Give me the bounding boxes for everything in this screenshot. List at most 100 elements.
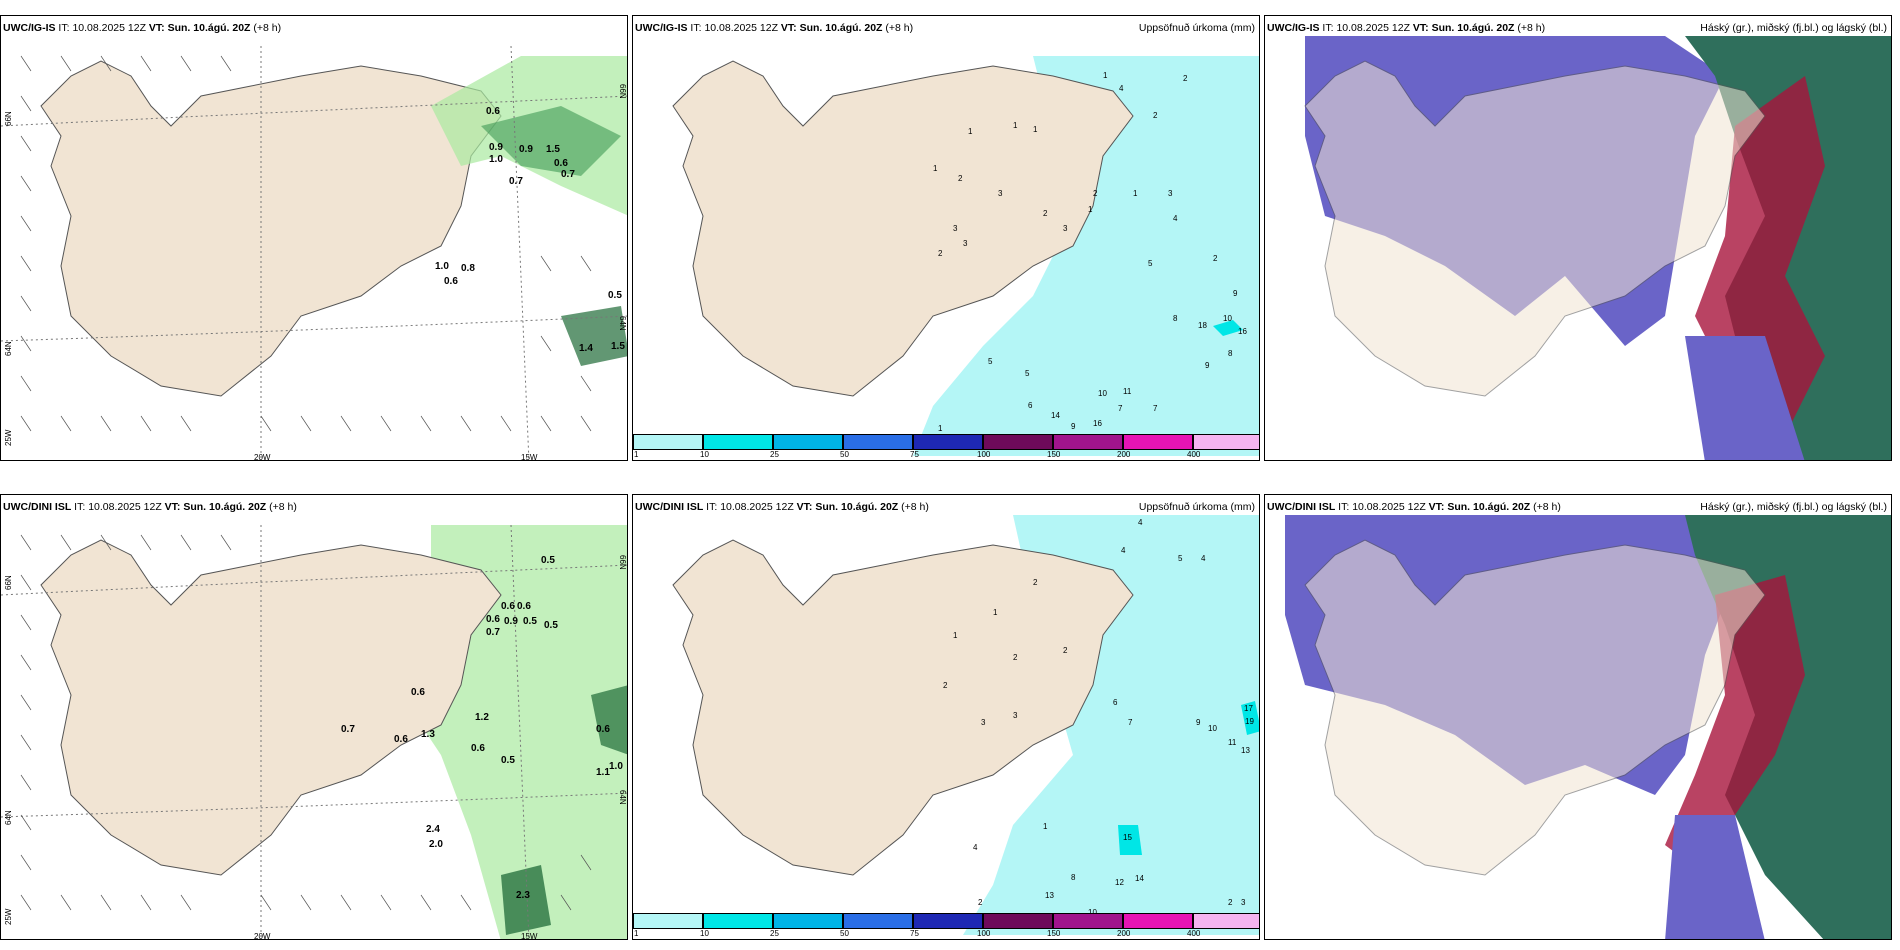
colorbar-cell — [773, 434, 843, 450]
wind-value: 0.8 — [461, 263, 475, 274]
precip-map: 4 4 5 4 2 1 1 2 2 3 3 2 6 7 9 10 11 17 1… — [672, 515, 1259, 935]
it-label: IT: — [1322, 22, 1334, 34]
colorbar-cell — [983, 434, 1053, 450]
precip-value: 4 — [1173, 214, 1178, 223]
lat-label: 66N — [4, 111, 13, 126]
low-cloud-2 — [1665, 815, 1765, 939]
colorbar-cell — [843, 913, 913, 929]
precip-value: 1 — [1033, 125, 1038, 134]
wind-value: 0.6 — [394, 734, 408, 745]
panel-title: Uppsöfnuð úrkoma (mm) — [1138, 22, 1255, 34]
iceland-land — [672, 60, 1134, 397]
it-value: 10.08.2025 12Z — [72, 22, 146, 34]
wind-value: 1.0 — [489, 154, 503, 165]
precip-value: 1 — [938, 424, 943, 433]
iceland-land — [1304, 539, 1766, 876]
panel-header: UWC/DINI ISL IT: 10.08.2025 12Z VT: Sun.… — [3, 501, 297, 513]
wind-value: 0.6 — [554, 158, 568, 169]
wind-value: 0.6 — [486, 614, 500, 625]
precip-value: 4 — [1201, 554, 1206, 563]
precip-value: 2 — [1013, 653, 1018, 662]
colorbar-cell — [1053, 434, 1123, 450]
lead-time: (+8 h) — [1533, 501, 1561, 513]
wind-value: 0.5 — [544, 620, 558, 631]
precip-value: 1 — [993, 608, 998, 617]
cloud-map — [1265, 515, 1891, 939]
vt-label: VT: — [780, 22, 797, 34]
precip-value: 4 — [1138, 518, 1143, 527]
wind-value: 0.6 — [501, 601, 515, 612]
colorbar-label: 1 — [634, 450, 639, 459]
wind-value: 0.7 — [486, 627, 500, 638]
panel-header: UWC/IG-IS IT: 10.08.2025 12Z VT: Sun. 10… — [1267, 22, 1545, 34]
wind-value: 1.1 — [596, 767, 610, 778]
precip-mid — [1241, 701, 1259, 735]
precip-value: 1 — [1088, 205, 1093, 214]
precip-value: 16 — [1238, 327, 1247, 336]
model-name: UWC/IG-IS — [1267, 22, 1320, 34]
precip-value: 2 — [1228, 898, 1233, 907]
precip-value: 15 — [1123, 833, 1132, 842]
wind-values: 0.6 0.9 1.0 0.9 1.5 0.6 0.7 0.7 0.8 1.0 … — [435, 106, 625, 354]
vt-value: Sun. 10.ágú. 20Z — [799, 22, 883, 34]
wind-shading-3 — [561, 306, 627, 366]
precip-value: 2 — [978, 898, 983, 907]
lat-label: 25W — [4, 429, 13, 446]
lat-label-right: 64N — [618, 790, 627, 805]
wind-value: 0.7 — [341, 724, 355, 735]
iceland-land — [40, 60, 502, 397]
it-label: IT: — [74, 501, 86, 513]
precip-mid — [1213, 320, 1243, 336]
precip-value: 5 — [1178, 554, 1183, 563]
colorbar-cell — [913, 913, 983, 929]
precip-value: 10 — [1098, 389, 1107, 398]
precip-value: 10 — [1088, 908, 1097, 917]
lat-label-right: 64N — [618, 316, 627, 331]
wind-value: 2.0 — [429, 839, 443, 850]
model-name: UWC/IG-IS — [635, 22, 688, 34]
precip-value: 4 — [973, 843, 978, 852]
it-label: IT: — [690, 22, 702, 34]
precip-value: 13 — [1241, 746, 1250, 755]
precip-value: 17 — [1244, 704, 1253, 713]
lat-label-right: 66N — [618, 555, 627, 570]
vt-value: Sun. 10.ágú. 20Z — [1447, 501, 1531, 513]
lead-time: (+8 h) — [901, 501, 929, 513]
precip-value: 2 — [938, 249, 943, 258]
precip-value: 3 — [963, 239, 968, 248]
wind-value: 1.0 — [435, 261, 449, 272]
wind-value: 0.6 — [596, 724, 610, 735]
colorbar-cell — [1123, 434, 1193, 450]
colorbar-label: 50 — [840, 450, 849, 459]
lead-time: (+8 h) — [253, 22, 282, 34]
lon-label: 15W — [521, 453, 538, 461]
precip-value: 3 — [981, 718, 986, 727]
precip-value: 2 — [1183, 74, 1188, 83]
lead-time: (+8 h) — [269, 501, 297, 513]
colorbar-label: 100 — [977, 929, 991, 938]
it-value: 10.08.2025 12Z — [88, 501, 162, 513]
wind-value: 0.5 — [523, 616, 537, 627]
precip-value: 14 — [1051, 411, 1060, 420]
wind-shading-3 — [591, 685, 627, 755]
lat-label: 66N — [4, 575, 13, 590]
precip-values: 4 4 5 4 2 1 1 2 2 3 3 2 6 7 9 10 11 17 1… — [943, 518, 1254, 917]
precip-value: 6 — [1028, 401, 1033, 410]
iceland-land — [672, 539, 1134, 876]
colorbar-cell — [913, 434, 983, 450]
colorbar-label: 100 — [977, 450, 991, 459]
colorbar: 1 10 25 50 75 100 150 200 400 — [633, 911, 1259, 939]
precip-value: 2 — [1063, 646, 1068, 655]
mid-cloud — [1665, 575, 1805, 875]
colorbar-label: 25 — [770, 450, 779, 459]
lon-label: 15W — [521, 932, 538, 940]
panel-title: Háský (gr.), miðský (fj.bl.) og lágský (… — [1700, 501, 1887, 513]
precip-value: 9 — [1196, 718, 1201, 727]
it-label: IT: — [58, 22, 70, 34]
colorbar-label: 10 — [700, 929, 709, 938]
panel-top-cloud: UWC/IG-IS IT: 10.08.2025 12Z VT: Sun. 10… — [1264, 15, 1892, 461]
precip-value: 3 — [1168, 189, 1173, 198]
colorbar-label: 10 — [700, 450, 709, 459]
it-label: IT: — [1338, 501, 1350, 513]
wind-value: 0.5 — [541, 555, 555, 566]
